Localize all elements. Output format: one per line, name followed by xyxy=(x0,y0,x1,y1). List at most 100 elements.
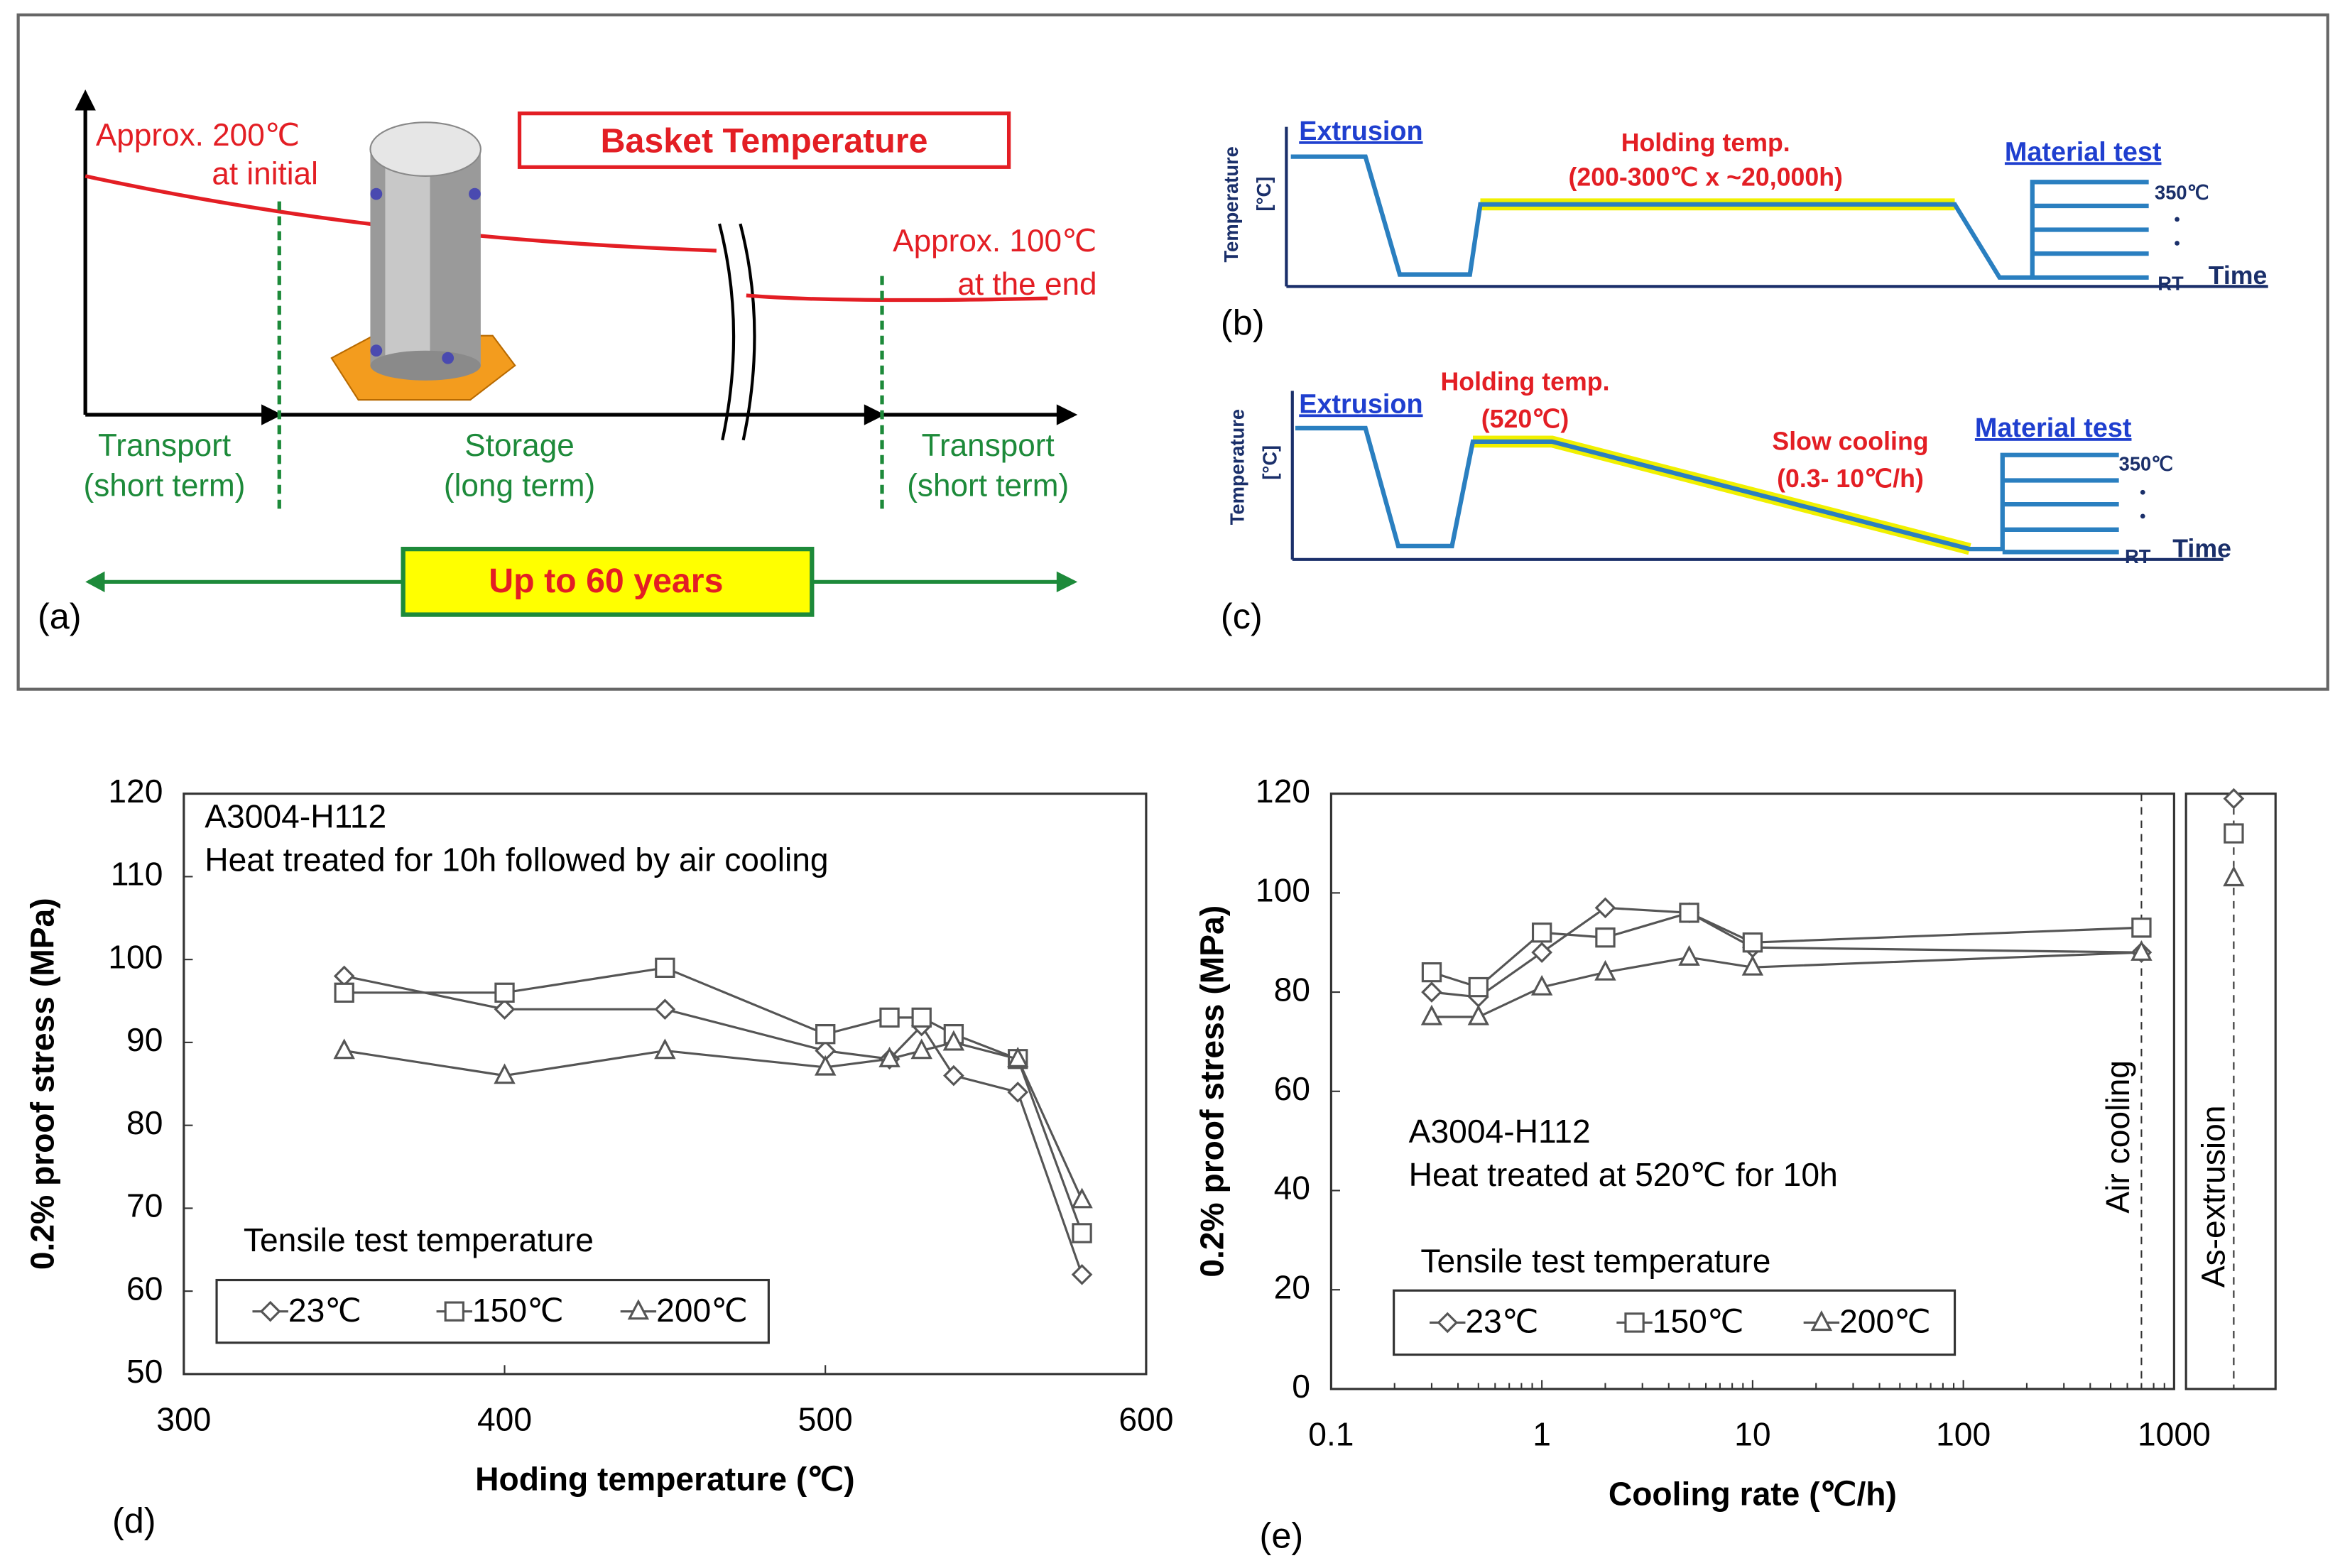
title-box xyxy=(517,111,1011,169)
title: Basket Temperature xyxy=(601,121,928,160)
x-tick-label: 300 xyxy=(156,1400,211,1437)
legend-box xyxy=(215,1278,770,1344)
phase-label: Storage xyxy=(464,428,575,463)
annotation: at initial xyxy=(212,157,318,192)
temperature-curve xyxy=(746,293,1048,303)
stage-label: Slow cooling xyxy=(1772,427,1928,455)
phase-label: (long term) xyxy=(444,469,595,503)
stage-label: Holding temp. xyxy=(1441,367,1610,396)
axis-label: Temperature xyxy=(1220,146,1242,262)
annotation: A3004-H112 xyxy=(1409,1113,1591,1150)
legend-label: 200℃ xyxy=(656,1292,748,1329)
marker xyxy=(494,982,515,1003)
y-tick-label: 120 xyxy=(108,773,163,810)
panel-a: Basket Temperature Approx. 200℃ at initi… xyxy=(38,89,1097,636)
marker xyxy=(1421,981,1442,1003)
stage-label: (0.3- 10℃/h) xyxy=(1777,464,1924,493)
marker xyxy=(879,1007,900,1028)
marker xyxy=(910,1038,932,1060)
marker xyxy=(1594,897,1616,919)
y-tick-label: 70 xyxy=(126,1187,163,1224)
legend-marker xyxy=(259,1300,281,1322)
legend-label: 23℃ xyxy=(1465,1303,1538,1340)
annotation: Heat treated at 520℃ for 10h xyxy=(1409,1156,1838,1193)
phase-label: (short term) xyxy=(84,469,246,503)
y-tick-label: 50 xyxy=(126,1353,163,1390)
annotation: Approx. 100℃ xyxy=(893,224,1096,258)
marker xyxy=(494,1063,516,1084)
legend-marker xyxy=(1624,1312,1645,1333)
marker xyxy=(494,998,516,1020)
cask-highlight xyxy=(385,149,430,366)
annotation: Approx. 200℃ xyxy=(96,118,300,153)
marker xyxy=(1679,903,1699,923)
panel-label: (c) xyxy=(1221,596,1263,636)
marker xyxy=(2223,788,2245,810)
marker xyxy=(1071,1263,1093,1285)
marker xyxy=(1531,922,1552,943)
y-tick-label: 80 xyxy=(126,1104,163,1141)
series-line xyxy=(344,967,1084,1234)
marker xyxy=(2131,940,2153,961)
process-profile xyxy=(1295,425,2119,555)
marker xyxy=(2223,866,2245,887)
marker xyxy=(334,982,354,1003)
marker xyxy=(1595,927,1616,948)
marker xyxy=(1007,1082,1029,1103)
marker xyxy=(814,1055,837,1076)
cooling-highlight xyxy=(1472,435,1971,555)
marker xyxy=(1420,1004,1443,1025)
reference-label: As-extrusion xyxy=(2194,1105,2231,1287)
legend-marker xyxy=(627,1299,650,1320)
panel-label: (b) xyxy=(1221,302,1265,342)
marker xyxy=(1072,1223,1092,1243)
legend-label: 150℃ xyxy=(472,1292,564,1329)
x-tick-label: 1 xyxy=(1533,1415,1551,1452)
stage-label: Extrusion xyxy=(1299,116,1422,146)
marker xyxy=(1530,974,1553,996)
marker xyxy=(878,1047,900,1067)
marker xyxy=(943,1065,964,1087)
level-label: 350℃ xyxy=(2155,181,2209,203)
y-tick-label: 90 xyxy=(126,1021,163,1058)
legend-box xyxy=(1393,1289,1957,1356)
marker xyxy=(1531,942,1552,964)
phase-label: Transport xyxy=(922,428,1055,463)
legend-label: 150℃ xyxy=(1653,1303,1744,1340)
y-tick-label: 110 xyxy=(111,856,163,893)
marker xyxy=(654,1038,676,1060)
marker xyxy=(1468,976,1489,998)
marker xyxy=(1006,1047,1029,1067)
marker xyxy=(1421,962,1442,983)
level-label: RT xyxy=(2125,545,2151,567)
y-tick-label: 40 xyxy=(1274,1170,1310,1207)
marker xyxy=(333,965,355,987)
marker xyxy=(333,1038,355,1060)
level-label: 350℃ xyxy=(2119,453,2173,475)
x-tick-label: 100 xyxy=(1936,1415,1991,1452)
stage-label: Extrusion xyxy=(1299,389,1422,419)
arrow xyxy=(75,89,96,111)
axis-label: Temperature xyxy=(1226,409,1248,525)
y-axis-label: 0.2% proof stress (MPa) xyxy=(1194,905,1231,1278)
series-line xyxy=(344,1041,1083,1201)
marker xyxy=(1678,944,1700,966)
x-axis-label: Cooling rate (℃/h) xyxy=(1609,1475,1897,1512)
time-label: Time xyxy=(2209,261,2268,290)
span-label: Up to 60 years xyxy=(489,562,723,600)
marker xyxy=(815,1024,836,1045)
marker xyxy=(655,957,675,979)
y-tick-label: 100 xyxy=(1256,872,1310,909)
marker xyxy=(942,1030,965,1051)
stage-label: Material test xyxy=(2005,137,2162,167)
y-tick-label: 100 xyxy=(108,938,163,975)
phase-label: Transport xyxy=(98,428,231,463)
time-label: Time xyxy=(2172,535,2231,563)
legend-label: 200℃ xyxy=(1839,1303,1931,1340)
level-label: RT xyxy=(2157,272,2184,294)
stage-label: (200-300℃ x ~20,000h) xyxy=(1568,163,1842,192)
y-axis-label: 0.2% proof stress (MPa) xyxy=(24,898,61,1270)
annotation: A3004-H112 xyxy=(205,798,386,835)
top-frame xyxy=(16,13,2329,691)
marker xyxy=(1742,932,1763,953)
